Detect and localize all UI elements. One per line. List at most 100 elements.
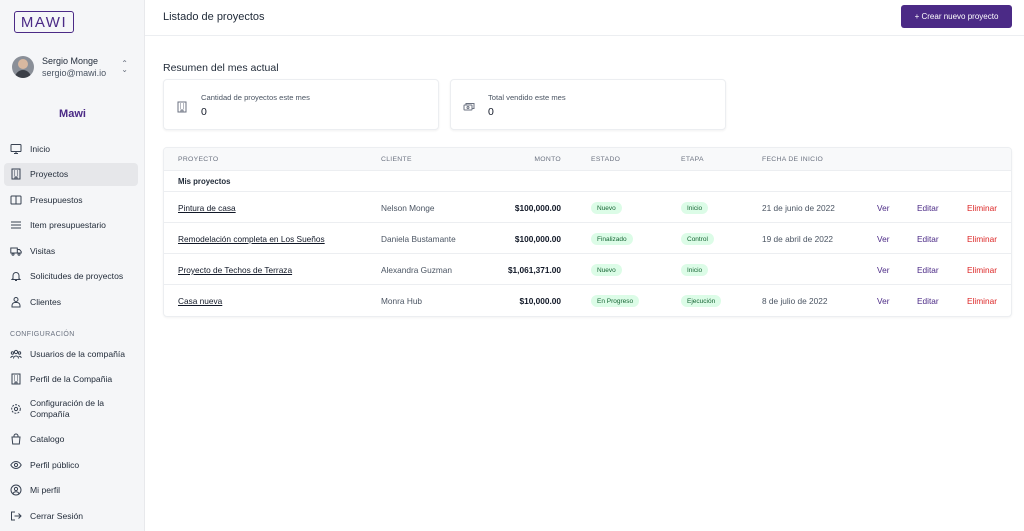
stage-badge: Control [681, 233, 714, 245]
logout-icon [10, 510, 22, 522]
user-circle-icon [10, 484, 22, 496]
view-link[interactable]: Ver [877, 265, 890, 275]
table-row: Remodelación completa en Los Sueños Dani… [164, 223, 1011, 254]
amount: $100,000.00 [514, 234, 561, 244]
view-link[interactable]: Ver [877, 234, 890, 244]
projects-table: PROYECTO CLIENTE MONTO ESTADO ETAPA FECH… [163, 147, 1012, 317]
user-group-icon [10, 348, 22, 360]
building-icon [10, 168, 22, 180]
sidebar-item-proyectos[interactable]: Proyectos [4, 162, 138, 186]
amount: $100,000.00 [514, 203, 561, 213]
delete-link[interactable]: Eliminar [967, 265, 997, 275]
sidebar-item-usuarios[interactable]: Usuarios de la compañía [4, 342, 138, 365]
client-name: Daniela Bustamante [381, 234, 456, 244]
main-nav: Inicio Proyectos Presupuestos Item presu… [4, 137, 138, 316]
mawi-logo[interactable]: MAWI [14, 11, 74, 33]
card-value: 0 [201, 106, 207, 118]
cash-icon [463, 100, 475, 112]
truck-icon [10, 245, 22, 257]
sidebar: MAWI Sergio Monge sergio@mawi.io ⌃ ⌄ Mawi… [0, 0, 145, 531]
delete-link[interactable]: Eliminar [967, 234, 997, 244]
sidebar-item-inicio[interactable]: Inicio [4, 137, 138, 160]
column-header: FECHA DE INICIO [762, 156, 824, 163]
sidebar-item-mi-perfil[interactable]: Mi perfil [4, 479, 138, 502]
client-name: Nelson Monge [381, 203, 435, 213]
company-name: Mawi [59, 108, 86, 120]
project-name-link[interactable]: Casa nueva [178, 296, 223, 306]
amount: $10,000.00 [519, 296, 561, 306]
start-date: 8 de julio de 2022 [762, 296, 828, 306]
start-date: 19 de abril de 2022 [762, 234, 834, 244]
sidebar-item-label: Cerrar Sesión [30, 510, 84, 521]
page-title: Listado de proyectos [163, 11, 265, 23]
edit-link[interactable]: Editar [917, 265, 939, 275]
main-content: Listado de proyectos + Crear nuevo proye… [145, 0, 1024, 531]
list-icon [10, 219, 22, 231]
column-header: ESTADO [591, 156, 621, 163]
create-project-button[interactable]: + Crear nuevo proyecto [901, 5, 1012, 28]
sidebar-item-configuracion[interactable]: Configuración de la Compañía [4, 393, 138, 425]
sidebar-item-label: Visitas [30, 245, 56, 256]
sidebar-item-solicitudes[interactable]: Solicitudes de proyectos [4, 265, 138, 288]
column-header: PROYECTO [178, 156, 219, 163]
edit-link[interactable]: Editar [917, 203, 939, 213]
sidebar-item-label: Perfil de la Compañia [30, 374, 113, 384]
monitor-icon [10, 143, 22, 155]
sidebar-item-presupuestos[interactable]: Presupuestos [4, 188, 138, 211]
stage-badge: Ejecución [681, 295, 722, 307]
user-switcher[interactable]: Sergio Monge sergio@mawi.io ⌃ ⌄ [12, 54, 136, 80]
eye-icon [10, 459, 22, 471]
column-header: ETAPA [681, 156, 704, 163]
sidebar-item-catalogo[interactable]: Catalogo [4, 428, 138, 451]
sidebar-item-label: Catalogo [30, 434, 65, 444]
columns-icon [10, 194, 22, 206]
table-row: Casa nueva Monra Hub $10,000.00 En Progr… [164, 285, 1011, 316]
table-row: Pintura de casa Nelson Monge $100,000.00… [164, 192, 1011, 223]
project-name-link[interactable]: Proyecto de Techos de Terraza [178, 265, 293, 275]
summary-title: Resumen del mes actual [163, 62, 279, 74]
delete-link[interactable]: Eliminar [967, 203, 997, 213]
sidebar-item-cerrar-sesion[interactable]: Cerrar Sesión [4, 504, 138, 527]
amount: $1,061,371.00 [507, 265, 561, 275]
view-link[interactable]: Ver [877, 296, 890, 306]
edit-link[interactable]: Editar [917, 234, 939, 244]
config-section-label: CONFIGURACIÓN [10, 331, 75, 338]
user-email: sergio@mawi.io [42, 68, 107, 78]
delete-link[interactable]: Eliminar [967, 296, 997, 306]
table-header: PROYECTO CLIENTE MONTO ESTADO ETAPA FECH… [164, 148, 1011, 171]
sidebar-item-perfil-compania[interactable]: Perfil de la Compañia [4, 368, 138, 391]
project-name-link[interactable]: Remodelación completa en Los Sueños [178, 234, 325, 244]
office-icon [176, 100, 188, 113]
config-nav: Usuarios de la compañía Perfil de la Com… [4, 342, 138, 530]
sidebar-item-label: Item presupuestario [30, 220, 106, 230]
view-link[interactable]: Ver [877, 203, 890, 213]
sidebar-item-label: Inicio [30, 143, 51, 154]
group-label: Mis proyectos [178, 177, 231, 186]
bell-icon [10, 270, 22, 282]
cog-icon [10, 403, 22, 415]
stage-badge: Inicio [681, 264, 709, 276]
card-label: Total vendido este mes [488, 93, 566, 102]
summary-card-projects: Cantidad de proyectos este mes 0 [163, 79, 439, 130]
status-badge: Finalizado [591, 233, 633, 245]
sidebar-item-visitas[interactable]: Visitas [4, 239, 138, 262]
sidebar-item-perfil-publico[interactable]: Perfil público [4, 453, 138, 476]
summary-card-sales: Total vendido este mes 0 [450, 79, 726, 130]
table-row: Proyecto de Techos de Terraza Alexandra … [164, 254, 1011, 285]
status-badge: Nuevo [591, 202, 622, 214]
status-badge: En Progreso [591, 295, 640, 307]
sidebar-item-item-presupuestario[interactable]: Item presupuestario [4, 214, 138, 237]
status-badge: Nuevo [591, 264, 622, 276]
sidebar-item-label: Configuración de la Compañía [30, 398, 105, 419]
selector-icon: ⌃ ⌄ [121, 59, 128, 74]
sidebar-item-label: Usuarios de la compañía [30, 348, 126, 359]
start-date: 21 de junio de 2022 [762, 203, 835, 213]
edit-link[interactable]: Editar [917, 296, 939, 306]
logo-text: MAWI [20, 13, 68, 31]
project-name-link[interactable]: Pintura de casa [178, 203, 236, 213]
sidebar-item-clientes[interactable]: Clientes [4, 290, 138, 313]
office-icon [10, 373, 22, 385]
shopping-bag-icon [10, 433, 22, 445]
top-bar: Listado de proyectos + Crear nuevo proye… [145, 0, 1024, 36]
column-header: MONTO [534, 156, 561, 163]
